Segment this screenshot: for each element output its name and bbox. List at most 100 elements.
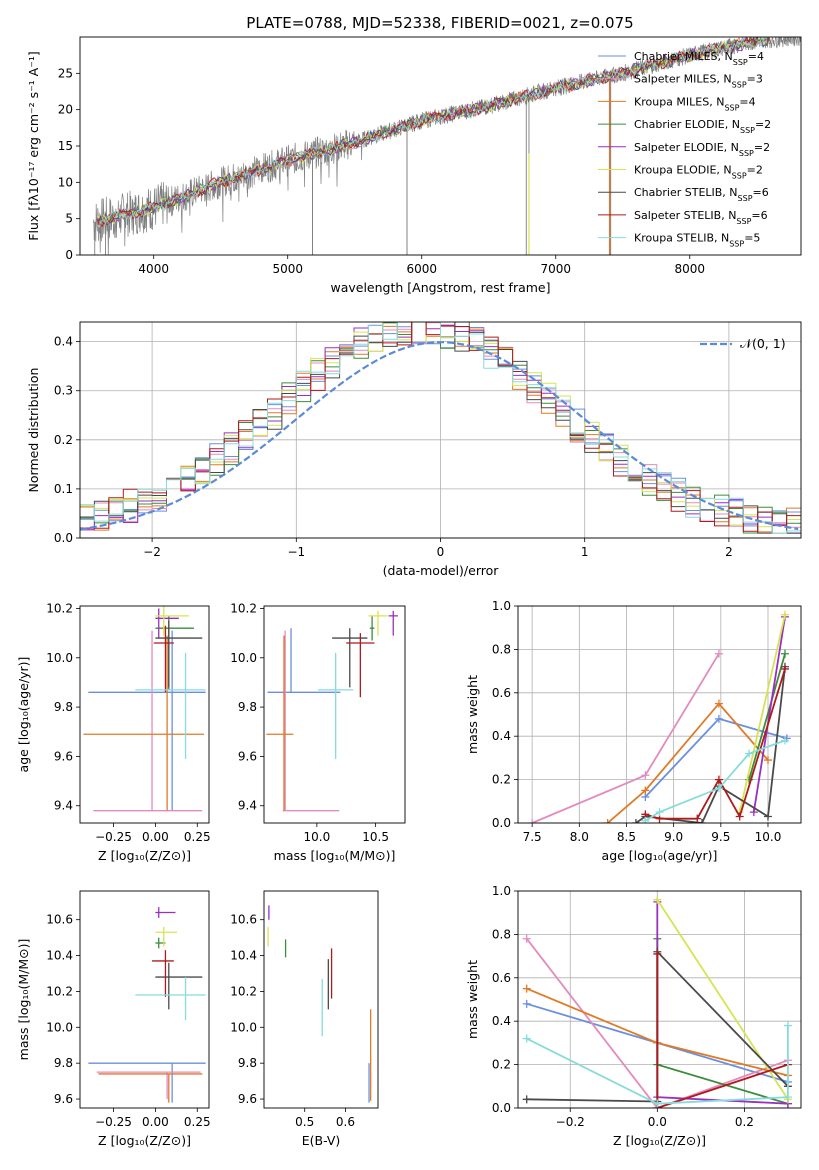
y-tick-label: 0.6 [492, 686, 511, 700]
x-tick-label: 7.5 [523, 830, 542, 844]
errorbar-plot-area [83, 606, 206, 812]
axes-weight-Z: −0.2 0.0 0.2 0.0 0.2 0.4 0.6 0.8 1.0 Z [log₁₀(Z/Z… [465, 884, 802, 1148]
legend-entry: Salpeter STELIB, NSSP=6 [634, 209, 768, 226]
x-tick-label: 10.0 [304, 830, 331, 844]
legend-entry: Kroupa ELODIE, NSSP=2 [634, 164, 763, 181]
y-tick-label: 9.6 [54, 1092, 73, 1106]
figure-title: PLATE=0788, MJD=52338, FIBERID=0021, z=0… [246, 14, 633, 32]
weight-line-salpeter-elodie [752, 616, 786, 813]
x-tick-label: 2 [725, 545, 733, 559]
weight-line-salpeter-miles [525, 938, 789, 1108]
weight-marker [522, 999, 531, 1008]
weight-marker [522, 934, 531, 943]
weight-marker [522, 1034, 531, 1043]
x-axis-label: Z [log₁₀(Z/Z⊙)] [98, 848, 191, 863]
weight-marker [641, 816, 650, 823]
axes-mass-Z: −0.25 0.00 0.25 9.6 9.8 10.0 10.2 10.4 10.6 Z [lo… [16, 890, 211, 1148]
y-tick-label: 10.6 [46, 913, 73, 927]
axes-residuals: −2 −1 0 1 2 0.0 0.1 0.2 0.3 0.4 (data-model)/error… [26, 321, 802, 578]
x-tick-label: −0.25 [95, 830, 132, 844]
x-tick-label: 6000 [406, 262, 437, 276]
x-tick-label: 4000 [138, 262, 169, 276]
y-tick-label: 10.2 [46, 984, 73, 998]
histogram-kroupa-stelib [80, 322, 801, 534]
weight-marker [653, 1099, 662, 1108]
y-tick-label: 0.2 [492, 1058, 511, 1072]
y-tick-label: 0.8 [492, 642, 511, 656]
y-tick-label: 25 [58, 66, 73, 80]
y-tick-label: 5 [65, 212, 73, 226]
y-tick-label: 0 [65, 248, 73, 262]
weight-marker [714, 649, 723, 658]
x-tick-label: 8.0 [570, 830, 589, 844]
axes-frame [517, 890, 802, 1109]
y-tick-label: 0.6 [492, 971, 511, 985]
weight-marker [763, 812, 772, 821]
weight-marker [714, 714, 723, 723]
y-tick-label: 10.0 [46, 1020, 73, 1034]
legend-entry: Kroupa MILES, NSSP=4 [634, 95, 756, 112]
weight-marker [714, 699, 723, 708]
weight-marker [522, 1095, 531, 1104]
y-tick-label: 9.8 [238, 1056, 257, 1070]
x-tick-label: 0.0 [648, 1115, 667, 1129]
y-axis-label: mass [log₁₀(M/M⊙)] [16, 939, 31, 1061]
x-axis-label: wavelength [Angstrom, rest frame] [330, 280, 550, 295]
weight-marker [641, 786, 650, 795]
y-tick-label: 9.4 [238, 799, 257, 813]
y-tick-label: 9.8 [54, 1056, 73, 1070]
x-tick-label: 9.0 [664, 830, 683, 844]
weight-marker [603, 819, 612, 823]
weight-marker [697, 819, 706, 823]
x-tick-label: 0.00 [142, 830, 169, 844]
x-axis-label: Z [log₁₀(Z/Z⊙)] [98, 1133, 191, 1148]
weight-line-salpeter-elodie [656, 901, 788, 1105]
weight-marker [780, 649, 789, 658]
y-tick-label: 9.8 [54, 700, 73, 714]
weight-line-kroupa-elodie [656, 899, 789, 1100]
axes-frame [263, 890, 379, 1109]
y-tick-label: 10.0 [230, 1020, 257, 1034]
errorbar-plot-area [88, 907, 206, 1103]
y-tick-label: 10.6 [230, 913, 257, 927]
x-tick-label: 8.5 [617, 830, 636, 844]
y-axis-label: Normed distribution [26, 368, 41, 493]
x-tick-label: 0 [437, 545, 445, 559]
x-tick-label: 0.5 [295, 1115, 314, 1129]
y-tick-label: 15 [58, 139, 73, 153]
x-tick-label: 5000 [272, 262, 303, 276]
weight-line-salpeter-stelib [645, 668, 786, 820]
weight-marker [745, 749, 754, 758]
y-axis-label: age [log₁₀(age/yr)] [16, 657, 31, 773]
weight-marker [763, 756, 772, 765]
legend-entry: Chabrier MILES, NSSP=4 [634, 50, 764, 67]
x-axis-label: (data-model)/error [383, 563, 500, 578]
histogram-kroupa-elodie [80, 322, 801, 534]
weight-marker [528, 819, 537, 823]
x-tick-label: 9.5 [711, 830, 730, 844]
x-tick-label: −1 [287, 545, 305, 559]
y-tick-label: 9.6 [54, 749, 73, 763]
axes-frame [79, 321, 802, 539]
y-tick-label: 0.0 [54, 531, 73, 545]
gaussian-curve [80, 341, 799, 531]
x-tick-label: 1 [581, 545, 589, 559]
y-tick-label: 9.4 [54, 799, 73, 813]
y-tick-label: 10.2 [230, 601, 257, 615]
axes-spectrum: 4000 5000 6000 7000 8000 0 5 10 15 20 25 wavelength… [26, 36, 802, 295]
weight-plot-area [522, 895, 792, 1108]
y-axis-label: Flux [fλ10⁻¹⁷ erg cm⁻² s⁻¹ A⁻¹] [26, 51, 41, 240]
weight-marker [641, 771, 650, 780]
x-tick-label: −2 [143, 545, 161, 559]
legend-entry: Salpeter MILES, NSSP=3 [634, 73, 763, 90]
weight-marker [780, 610, 789, 619]
axes-frame [263, 605, 406, 824]
y-tick-label: 0.1 [54, 482, 73, 496]
y-tick-label: 0.0 [492, 1101, 511, 1115]
histogram-chabrier-stelib [80, 322, 801, 534]
x-tick-label: 0.25 [184, 830, 211, 844]
y-axis-label: mass weight [465, 960, 480, 1039]
legend-entry: Salpeter ELODIE, NSSP=2 [634, 141, 770, 158]
errorbar-plot-area [266, 610, 398, 812]
